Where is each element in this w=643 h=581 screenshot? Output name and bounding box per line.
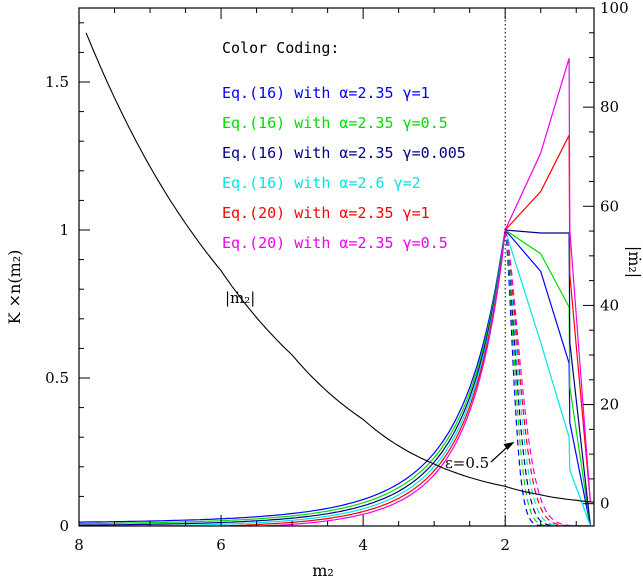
x-tick-label: 6 (216, 536, 226, 554)
series-dashed-5 (504, 229, 589, 526)
y-axis-title-right: |ṁ₂| (625, 246, 643, 278)
series-line-4 (79, 229, 591, 526)
legend-title: Color Coding: (222, 39, 339, 57)
plot-frame (78, 7, 595, 527)
legend-entry-2: Eq.(16) with α=2.35 γ=0.5 (222, 114, 448, 132)
y-tick-label-right: 60 (600, 197, 619, 215)
y-tick-label-right: 40 (600, 296, 619, 314)
series-line-1 (79, 228, 591, 526)
legend-entry-3: Eq.(16) with α=2.35 γ=0.005 (222, 144, 466, 162)
mdot-curve (85, 32, 594, 503)
legend-entry-4: Eq.(16) with α=2.6 γ=2 (222, 174, 421, 192)
series-dashed-6 (504, 229, 589, 526)
y-tick-label: 0 (59, 517, 69, 535)
legend-entry-1: Eq.(16) with α=2.35 γ=1 (222, 84, 430, 102)
legend-entry-5: Eq.(20) with α=2.35 γ=1 (222, 204, 430, 222)
y-tick-label-right: 100 (600, 0, 629, 17)
y-tick-label: 0.5 (45, 369, 69, 387)
x-axis-title: m₂ (312, 561, 334, 580)
annotation-mdot-label: |ṁ₂| (225, 289, 255, 307)
x-tick-label: 2 (500, 536, 510, 554)
x-tick-label: 8 (74, 536, 84, 554)
y-tick-label: 1.5 (45, 73, 69, 91)
series-line-5 (196, 135, 591, 526)
series-dashed-2 (504, 229, 589, 526)
series-dashed-4 (504, 229, 589, 526)
y-tick-label: 1 (59, 221, 69, 239)
series-dashed-3 (504, 229, 589, 526)
y-tick-label-right: 20 (600, 396, 619, 414)
x-tick-label: 4 (358, 536, 368, 554)
legend-entry-6: Eq.(20) with α=2.35 γ=0.5 (222, 234, 448, 252)
y-tick-label-right: 0 (600, 495, 610, 513)
plot-border (78, 7, 595, 527)
series-dashed-1 (504, 229, 589, 526)
series-line-6 (252, 58, 591, 526)
series-line-3 (79, 229, 591, 526)
y-tick-label-right: 80 (600, 98, 619, 116)
annotation-epsilon: ε=0.5 (445, 454, 489, 472)
series-line-2 (79, 228, 591, 526)
y-axis-title: K ×n(m₂) (5, 250, 24, 325)
legend: Eq.(16) with α=2.35 γ=1 Eq.(16) with α=2.… (222, 84, 466, 252)
annotation-arrow-head (503, 442, 515, 450)
